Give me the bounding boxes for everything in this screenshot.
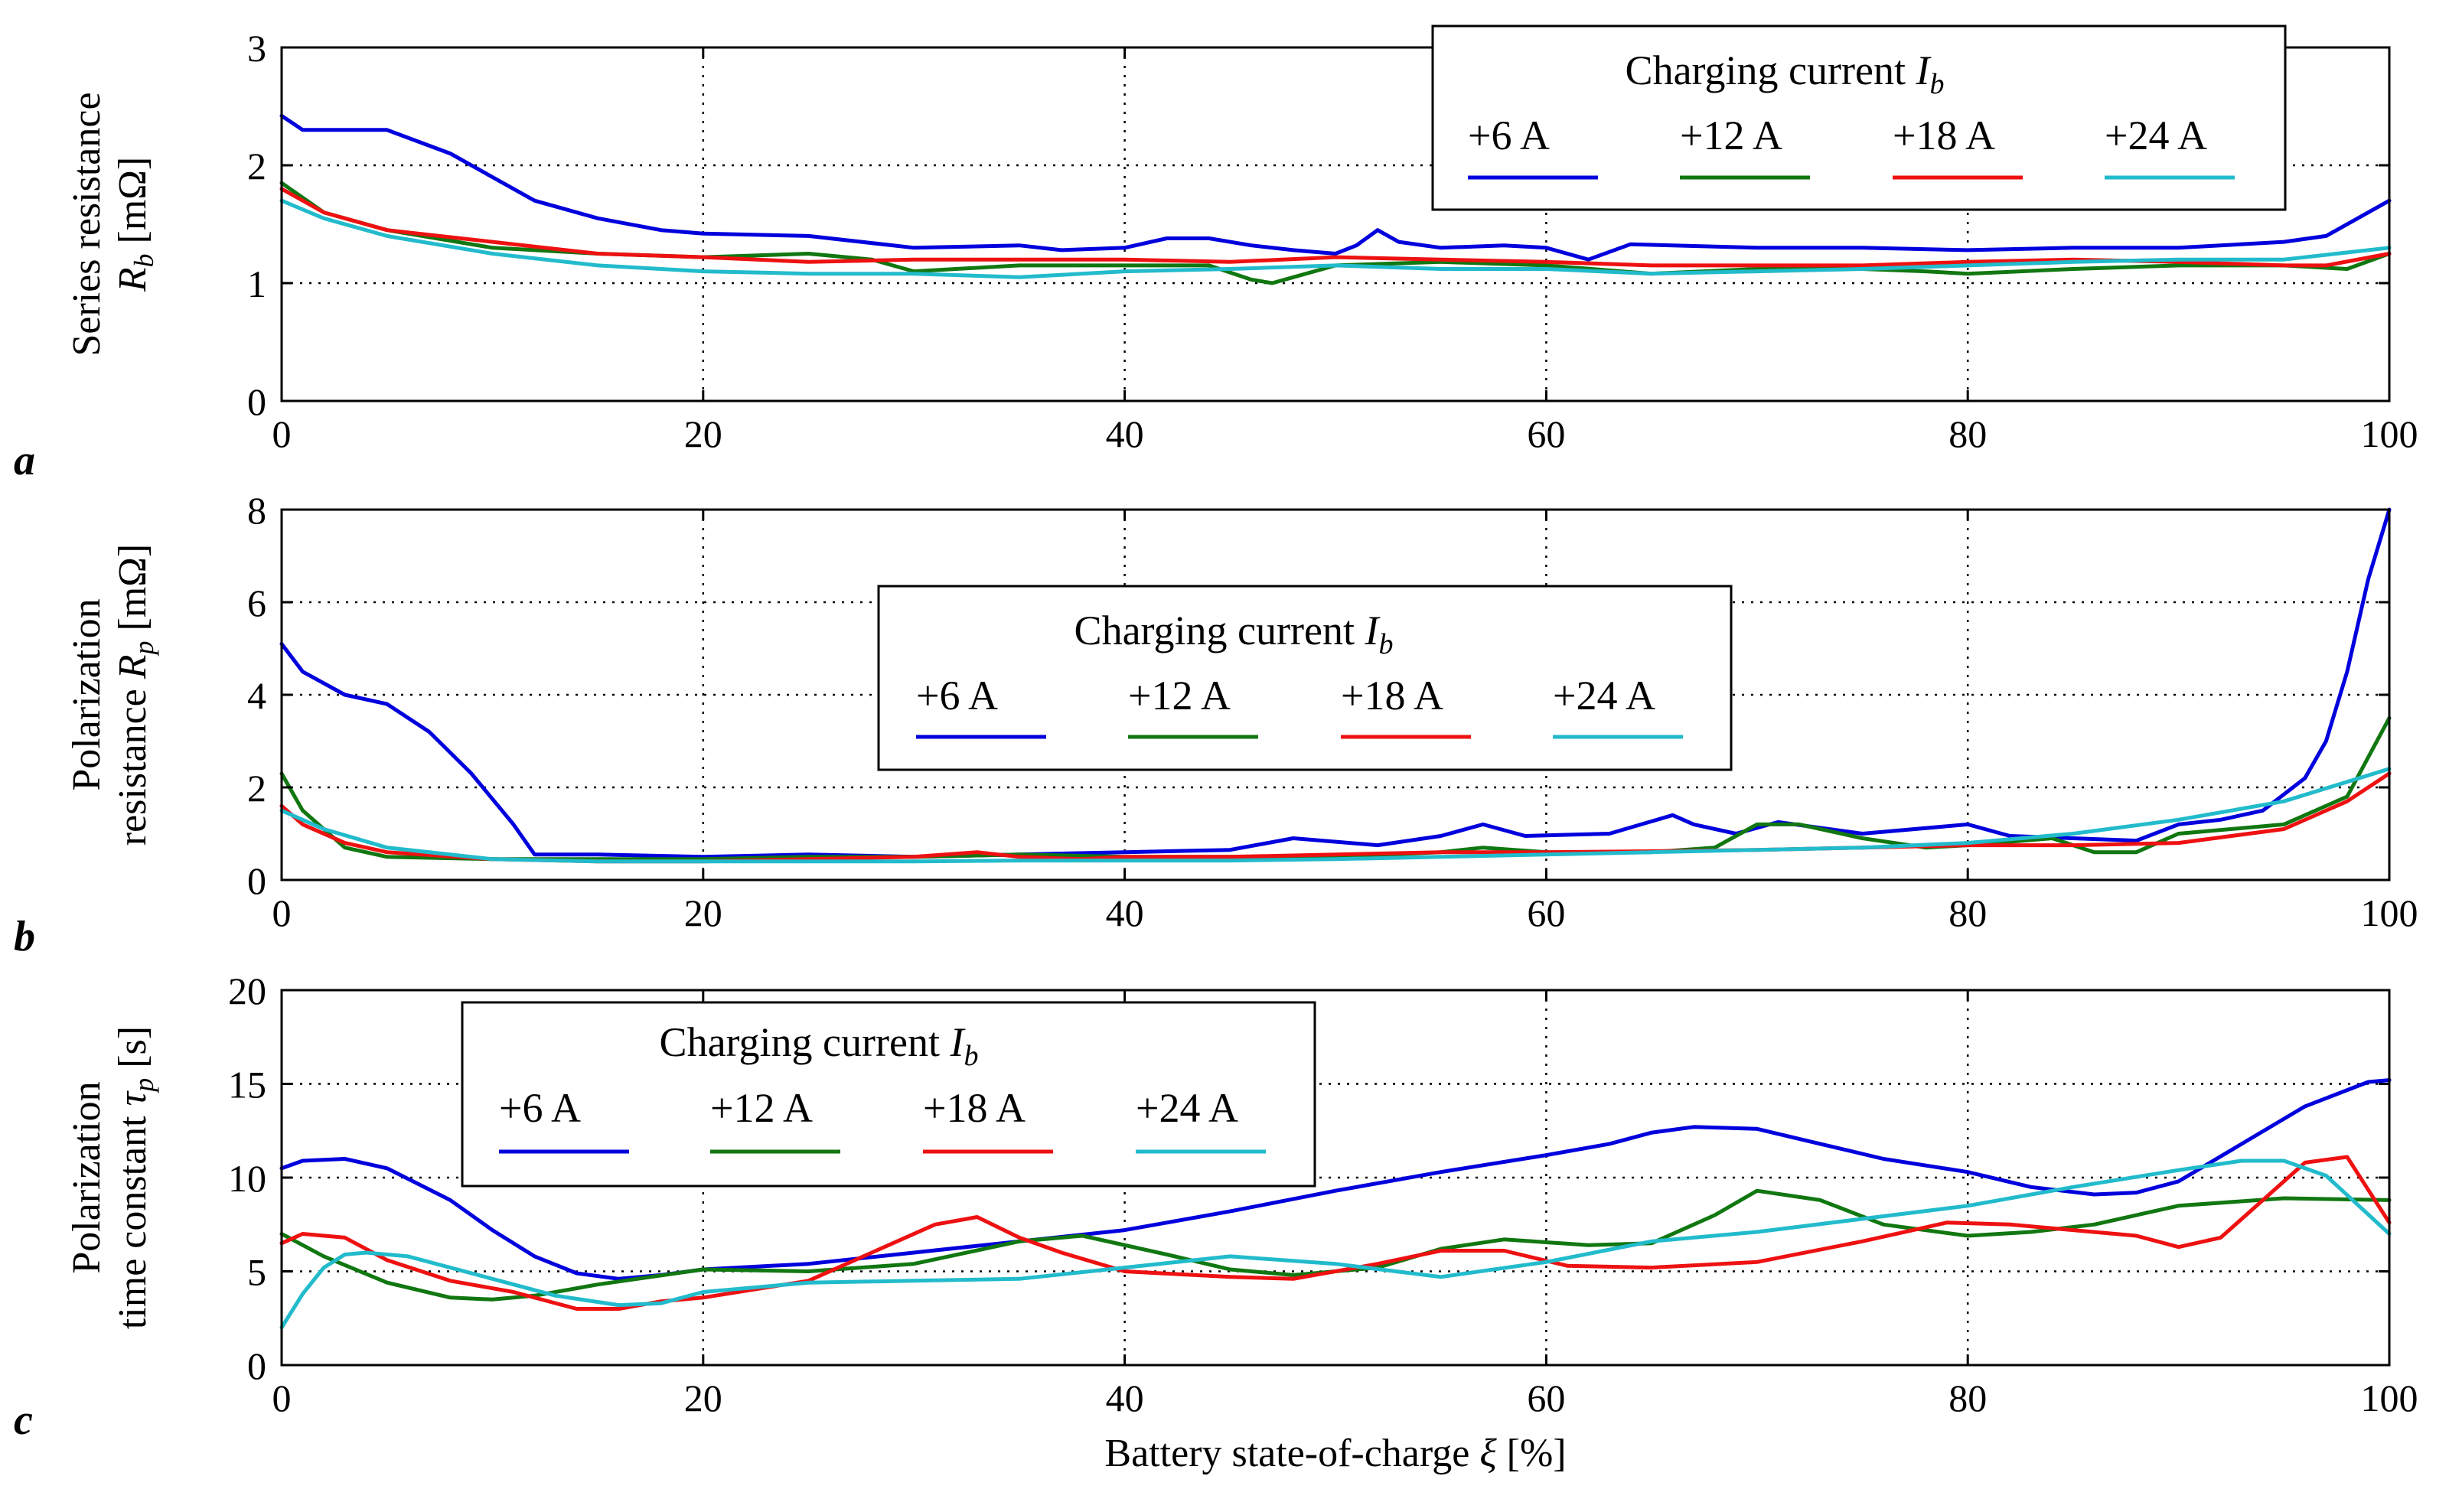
y-tick-label: 20: [228, 969, 266, 1012]
legend-entry-label: +24 A: [2105, 112, 2207, 158]
y-axis-label-symbol: time constant τp [s]: [111, 1026, 159, 1329]
x-tick-label: 20: [684, 412, 722, 455]
y-tick-label: 5: [247, 1251, 266, 1294]
legend-entry-label: +24 A: [1553, 673, 1655, 719]
y-tick-label: 6: [247, 582, 266, 624]
legend-entry-label: +24 A: [1136, 1085, 1238, 1131]
y-tick-label: 15: [228, 1064, 266, 1106]
x-tick-label: 40: [1106, 1377, 1144, 1419]
series-line-6A: [279, 507, 2392, 859]
y-axis-label: Series resistance: [65, 92, 109, 356]
legend-entry-label: +12 A: [710, 1085, 813, 1131]
panel-a: 0 20 40 60 80 100 0 1 2 3 Series resistance Rb [mΩ]…: [14, 24, 2418, 484]
series-line-6A: [279, 113, 2392, 262]
x-tick-label: 0: [272, 412, 292, 455]
panel-c: 0 20 40 60 80 100 0 5 10 15 20 Polarization time con…: [14, 969, 2418, 1475]
y-tick-label: 0: [247, 380, 266, 423]
x-tick-label: 0: [272, 1377, 292, 1419]
legend: Charging current Ib +6 A +12 A +18 A +24 A: [461, 1001, 1316, 1188]
x-tick-label: 20: [684, 1377, 722, 1419]
panel-label: a: [14, 437, 35, 484]
legend-title: Charging current Ib: [1626, 47, 1945, 100]
x-tick-label: 80: [1948, 412, 1987, 455]
legend-entry-label: +18 A: [1341, 673, 1443, 719]
legend-entry-label: +6 A: [499, 1085, 581, 1131]
y-axis-label-symbol: resistance Rp [mΩ]: [111, 544, 159, 846]
panel-label: c: [14, 1396, 33, 1444]
panel-b: 0 20 40 60 80 100 0 2 4 6 8 Polarization resistance …: [14, 489, 2418, 960]
x-tick-label: 40: [1106, 891, 1144, 934]
x-tick-label: 100: [2361, 891, 2418, 934]
legend-entry-label: +12 A: [1128, 673, 1231, 719]
legend-title: Charging current Ib: [660, 1019, 979, 1072]
series-line-24A: [279, 767, 2392, 864]
x-tick-label: 100: [2361, 412, 2418, 455]
legend-box: [461, 1001, 1316, 1188]
series-line-12A: [279, 1188, 2392, 1302]
legend-box: [877, 585, 1733, 771]
y-tick-label: 4: [247, 674, 266, 717]
y-tick-label: 8: [247, 489, 266, 532]
legend-entry-label: +18 A: [1893, 112, 1995, 158]
y-tick-label: 3: [247, 27, 266, 70]
y-axis-label-symbol: Rb [mΩ]: [111, 157, 159, 293]
x-axis-label: Battery state-of-charge ξ [%]: [1104, 1432, 1566, 1475]
legend: Charging current Ib +6 A +12 A +18 A +24 A: [877, 585, 1733, 771]
y-axis-label: Polarization: [65, 1081, 109, 1273]
legend-title: Charging current Ib: [1074, 608, 1394, 660]
y-tick-label: 2: [247, 767, 266, 810]
y-axis-label: Polarization: [65, 598, 109, 790]
x-tick-label: 80: [1948, 891, 1987, 934]
x-tick-label: 40: [1106, 412, 1144, 455]
legend: Charging current Ib +6 A +12 A +18 A +24 A: [1431, 24, 2287, 211]
legend-entry-label: +6 A: [1468, 112, 1550, 158]
y-tick-label: 0: [247, 859, 266, 902]
x-tick-label: 20: [684, 891, 722, 934]
legend-entry-label: +18 A: [923, 1085, 1026, 1131]
x-tick-label: 0: [272, 891, 292, 934]
x-tick-label: 60: [1527, 1377, 1565, 1419]
x-tick-label: 80: [1948, 1377, 1987, 1419]
legend-entry-label: +12 A: [1680, 112, 1782, 158]
legend-entry-label: +6 A: [916, 673, 998, 719]
x-tick-label: 60: [1527, 412, 1565, 455]
x-tick-label: 60: [1527, 891, 1565, 934]
series-line-24A: [279, 1158, 2392, 1330]
series-line-24A: [279, 198, 2392, 279]
y-tick-label: 0: [247, 1344, 266, 1387]
x-tick-label: 100: [2361, 1377, 2418, 1419]
series-line-6A: [279, 1078, 2392, 1281]
y-tick-label: 10: [228, 1157, 266, 1200]
y-tick-label: 1: [247, 262, 266, 305]
y-tick-label: 2: [247, 145, 266, 187]
plot-frame: [280, 46, 2391, 402]
panel-label: b: [14, 913, 35, 960]
series-line-18A: [279, 1155, 2392, 1311]
